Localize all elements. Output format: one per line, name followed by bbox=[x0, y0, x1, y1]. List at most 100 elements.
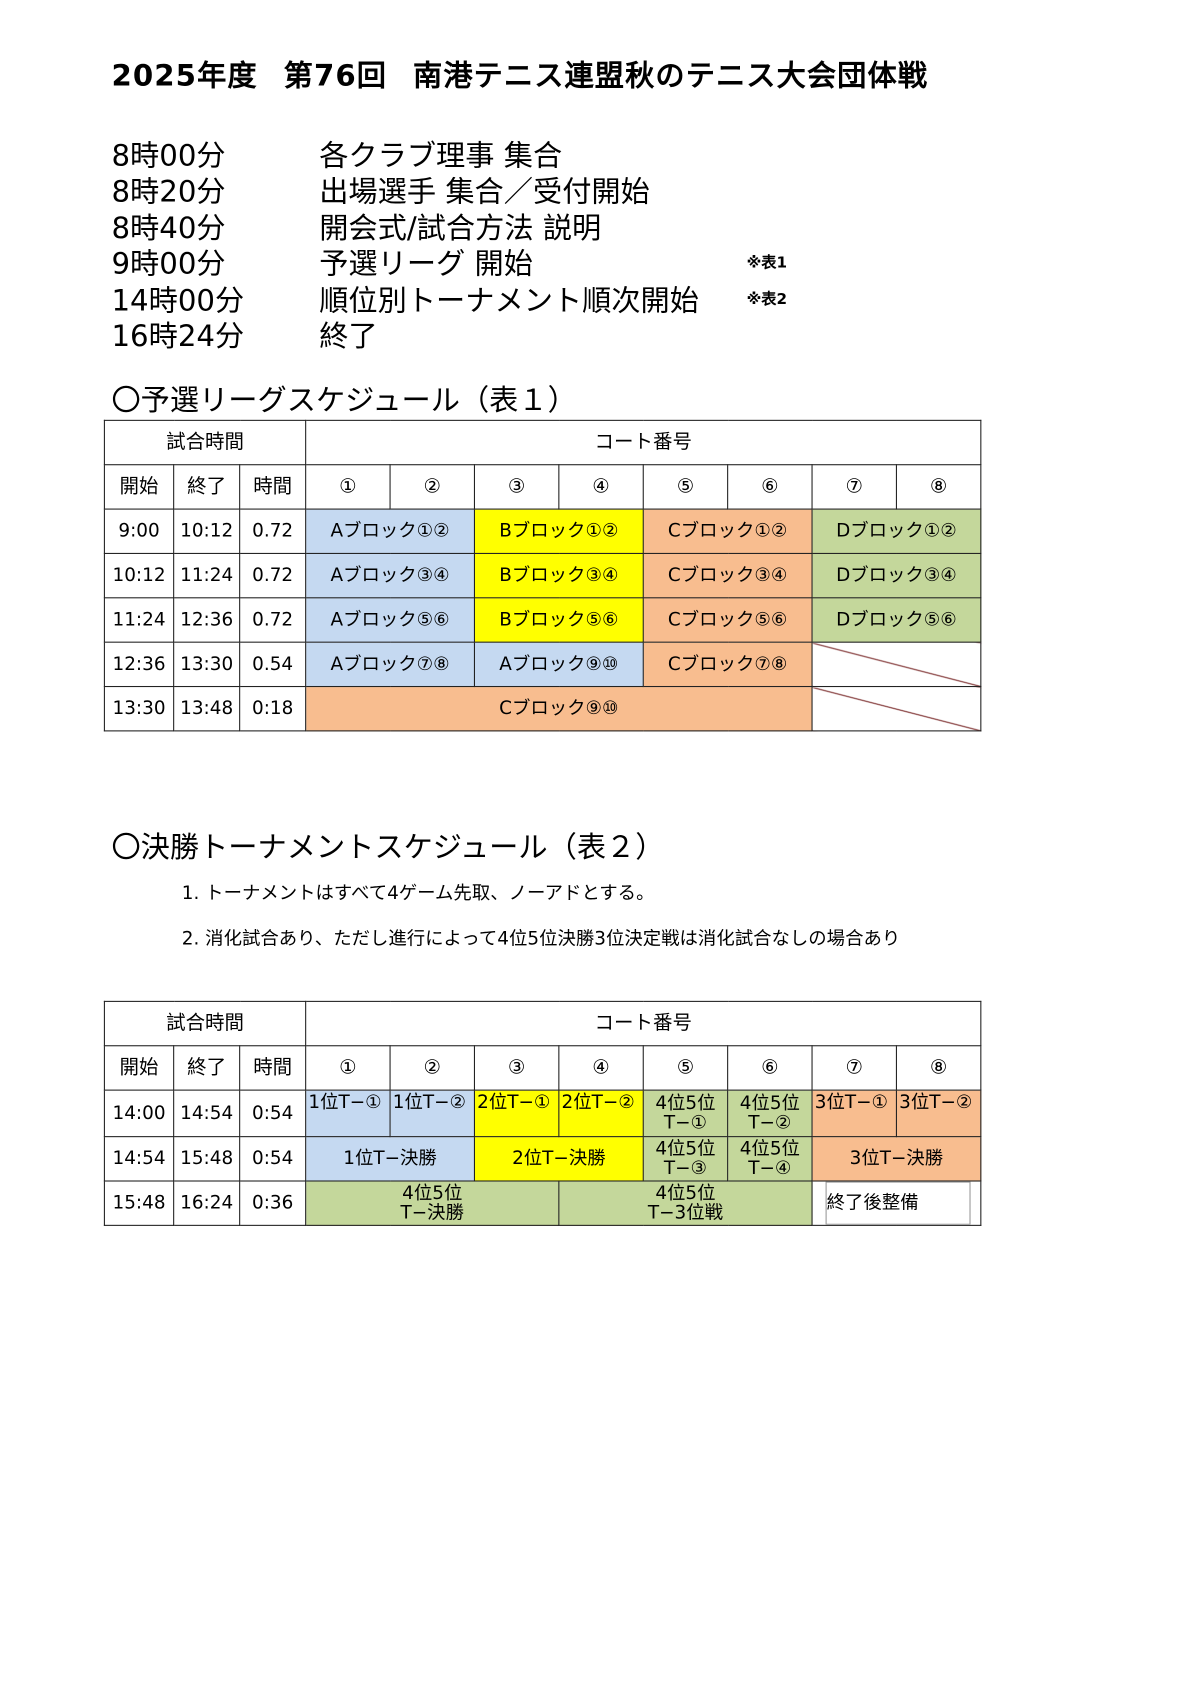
match-cell: Bブロック①② bbox=[473, 508, 644, 554]
rule-1: 1. トーナメントはすべて4ゲーム先取、ノーアドとする。 bbox=[181, 882, 655, 905]
match-cell: Aブロック⑨⑩ bbox=[473, 641, 644, 688]
start-time: 14:54 bbox=[103, 1136, 175, 1182]
match-time-header: 試合時間 bbox=[103, 1000, 307, 1047]
start-time: 10:12 bbox=[103, 552, 175, 599]
match-cell: 2位T−② bbox=[558, 1089, 644, 1138]
schedule-time: 9時00分 bbox=[111, 247, 226, 282]
start-time: 13:30 bbox=[103, 685, 175, 732]
match-cell: Bブロック⑤⑥ bbox=[473, 597, 644, 643]
page-title: 2025年度 第76回 南港テニス連盟秋のテニス大会団体戦 bbox=[111, 52, 954, 94]
title-year: 2025年度 bbox=[111, 59, 258, 94]
start-header: 開始 bbox=[103, 464, 175, 510]
court-number: ③ bbox=[473, 464, 560, 510]
duration-header: 時間 bbox=[239, 1045, 307, 1091]
court-number: ⑥ bbox=[727, 464, 813, 510]
match-cell: 4位5位 T−① bbox=[642, 1089, 729, 1138]
court-number: ⑧ bbox=[895, 1045, 982, 1091]
final-tournament-schedule-table: 試合時間 コート番号 開始 終了 時間 ① ② ③ ④ ⑤ ⑥ ⑦ ⑧ 14:00 14:54 0:54 … bbox=[103, 1000, 982, 1226]
table-row: 14:54 15:48 0:54 1位T−決勝 2位T−決勝 4位5位 T−③ 4位5… bbox=[103, 1136, 982, 1182]
court-number: ⑤ bbox=[642, 464, 729, 510]
match-cell: 1位T−① bbox=[305, 1089, 391, 1138]
start-time: 14:00 bbox=[103, 1089, 175, 1138]
match-cell: Aブロック③④ bbox=[305, 552, 475, 599]
schedule-desc: 予選リーグ 開始 bbox=[319, 247, 533, 282]
duration: 0.54 bbox=[239, 641, 307, 688]
court-header: コート番号 bbox=[305, 419, 982, 466]
match-cell: Dブロック③④ bbox=[811, 552, 982, 599]
court-number: ④ bbox=[558, 1045, 644, 1091]
schedule-desc: 開会式/試合方法 説明 bbox=[319, 211, 602, 246]
duration: 0:54 bbox=[239, 1089, 307, 1138]
match-cell: 3位T−② bbox=[895, 1089, 982, 1138]
match-cell: Aブロック⑤⑥ bbox=[305, 597, 475, 643]
end-time: 13:30 bbox=[173, 641, 241, 688]
duration-header: 時間 bbox=[239, 464, 307, 510]
court-number: ⑤ bbox=[642, 1045, 729, 1091]
end-time: 10:12 bbox=[173, 508, 241, 554]
court-number: ⑦ bbox=[811, 1045, 897, 1091]
court-number: ③ bbox=[473, 1045, 560, 1091]
schedule-item: 16時24分 終了 bbox=[111, 313, 377, 355]
table-row: 12:36 13:30 0.54 Aブロック⑦⑧ Aブロック⑨⑩ Cブロック⑦⑧ bbox=[103, 641, 982, 688]
start-time: 15:48 bbox=[103, 1180, 175, 1226]
start-time: 12:36 bbox=[103, 641, 175, 688]
end-header: 終了 bbox=[173, 1045, 241, 1091]
duration: 0.72 bbox=[239, 552, 307, 599]
schedule-desc: 出場選手 集合／受付開始 bbox=[319, 175, 650, 210]
match-cell: 2位T−① bbox=[473, 1089, 560, 1138]
start-header: 開始 bbox=[103, 1045, 175, 1091]
duration: 0.72 bbox=[239, 508, 307, 554]
duration: 0:54 bbox=[239, 1136, 307, 1182]
court-number: ⑥ bbox=[727, 1045, 813, 1091]
table-row: 14:00 14:54 0:54 1位T−① 1位T−② 2位T−① 2位T−② 4… bbox=[103, 1089, 982, 1138]
match-cell: 2位T−決勝 bbox=[473, 1136, 644, 1182]
match-cell: 1位T−② bbox=[389, 1089, 475, 1138]
post-match-maintenance-cell: 終了後整備 bbox=[825, 1181, 971, 1225]
rule-2: 2. 消化試合あり、ただし進行によって4位5位決勝3位決定戦は消化試合なしの場合… bbox=[181, 928, 901, 950]
end-time: 12:36 bbox=[173, 597, 241, 643]
match-time-header: 試合時間 bbox=[103, 419, 307, 466]
match-cell: 1位T−決勝 bbox=[305, 1136, 475, 1182]
match-cell: Dブロック①② bbox=[811, 508, 982, 554]
court-number: ⑧ bbox=[895, 464, 982, 510]
match-cell: Cブロック①② bbox=[642, 508, 813, 554]
match-cell: 4位5位 T−② bbox=[727, 1089, 813, 1138]
match-cell: Aブロック⑦⑧ bbox=[305, 641, 475, 688]
table-row: 10:12 11:24 0.72 Aブロック③④ Bブロック③④ Cブロック③④ Dブロッ… bbox=[103, 552, 982, 599]
match-cell: 4位5位 T−決勝 bbox=[305, 1180, 560, 1226]
match-cell: 4位5位 T−④ bbox=[727, 1136, 813, 1182]
match-cell: 4位5位 T−3位戦 bbox=[558, 1180, 813, 1226]
title-edition: 第76回 bbox=[283, 59, 388, 94]
match-cell: Bブロック③④ bbox=[473, 552, 644, 599]
schedule-item: 8時20分 出場選手 集合／受付開始 bbox=[111, 168, 649, 210]
court-number: ① bbox=[305, 1045, 391, 1091]
table1-heading: 〇予選リーグスケジュール（表１） bbox=[111, 384, 577, 418]
match-cell: 4位5位 T−③ bbox=[642, 1136, 729, 1182]
empty-slashed-cell bbox=[811, 685, 982, 732]
match-cell: Dブロック⑤⑥ bbox=[811, 597, 982, 643]
match-cell: Cブロック③④ bbox=[642, 552, 813, 599]
table-row: 15:48 16:24 0:36 4位5位 T−決勝 4位5位 T−3位戦 終了後整備 bbox=[103, 1180, 982, 1226]
schedule-note: ※表1 bbox=[746, 254, 788, 272]
table-row: 13:30 13:48 0:18 Cブロック⑨⑩ bbox=[103, 685, 982, 732]
duration: 0:36 bbox=[239, 1180, 307, 1226]
schedule-time: 8時00分 bbox=[111, 139, 226, 174]
court-header: コート番号 bbox=[305, 1000, 982, 1047]
court-number: ⑦ bbox=[811, 464, 897, 510]
schedule-time: 8時40分 bbox=[111, 211, 226, 246]
schedule-item: 8時00分 各クラブ理事 集合 bbox=[111, 132, 562, 174]
court-number: ① bbox=[305, 464, 391, 510]
match-cell: Aブロック①② bbox=[305, 508, 475, 554]
end-time: 16:24 bbox=[173, 1180, 241, 1226]
match-cell: 3位T−① bbox=[811, 1089, 897, 1138]
schedule-time: 14時00分 bbox=[111, 284, 245, 318]
empty-slashed-cell bbox=[811, 641, 982, 688]
end-time: 13:48 bbox=[173, 685, 241, 732]
schedule-time: 16時24分 bbox=[111, 320, 245, 354]
match-cell: Cブロック⑤⑥ bbox=[642, 597, 813, 643]
match-cell: 3位T−決勝 bbox=[811, 1136, 982, 1182]
table-row: 9:00 10:12 0.72 Aブロック①② Bブロック①② Cブロック①② Dブロック… bbox=[103, 508, 982, 554]
duration: 0.72 bbox=[239, 597, 307, 643]
end-time: 11:24 bbox=[173, 552, 241, 599]
match-cell: Cブロック⑦⑧ bbox=[642, 641, 813, 688]
